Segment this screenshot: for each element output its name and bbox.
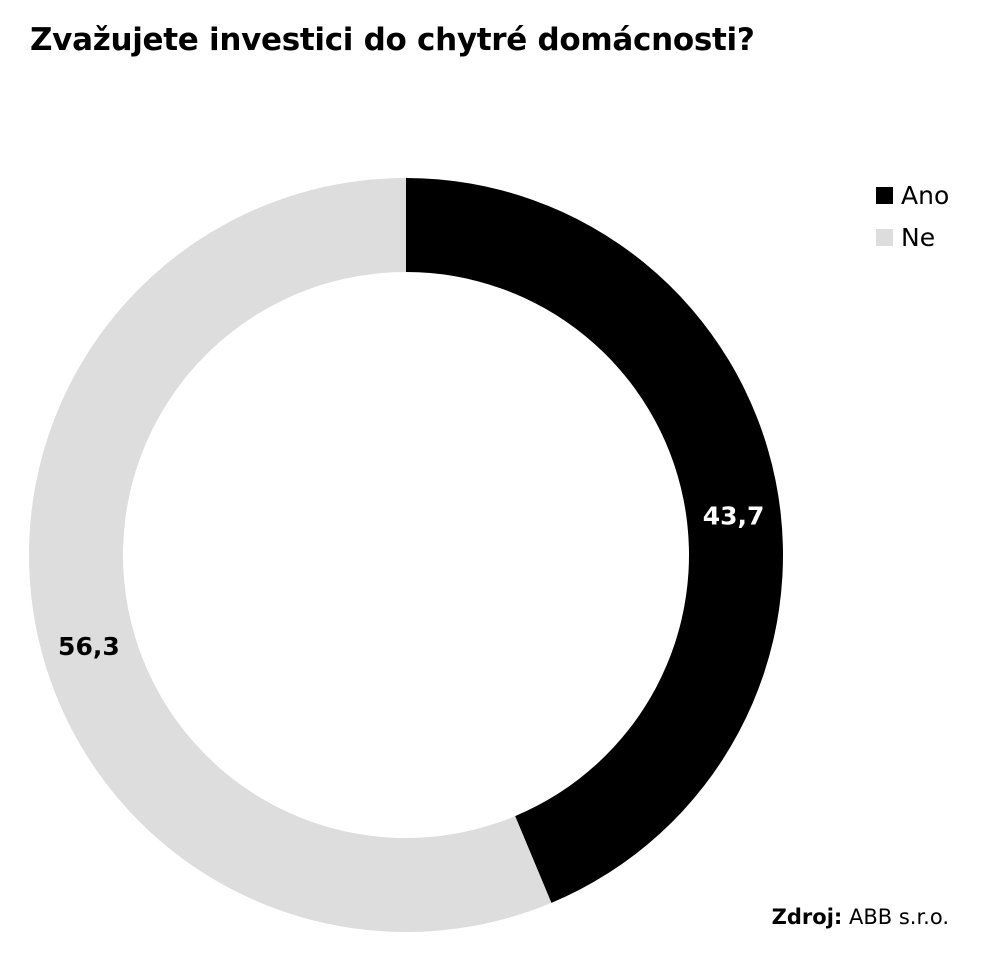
source-label: Zdroj: (771, 905, 843, 929)
legend: Ano Ne (876, 174, 976, 258)
legend-label-ne: Ne (901, 222, 936, 252)
legend-swatch-ano (876, 186, 893, 204)
source-note: Zdroj: ABB s.r.o. (772, 905, 949, 929)
legend-swatch-ne (876, 228, 893, 246)
donut-slices (28, 178, 783, 932)
slice-labels: 43,7 56,3 (58, 502, 764, 662)
slice-label-ne: 56,3 (58, 632, 120, 661)
source-value: ABB s.r.o. (848, 905, 949, 929)
legend-label-ano: Ano (901, 180, 950, 210)
slice-label-ano: 43,7 (703, 502, 765, 531)
slice-ne (28, 178, 552, 932)
slice-ano (406, 178, 783, 903)
legend-item-ne: Ne (876, 216, 976, 258)
chart-title: Zvažujete investici do chytré domácnosti… (30, 22, 755, 58)
legend-item-ano: Ano (876, 174, 976, 216)
